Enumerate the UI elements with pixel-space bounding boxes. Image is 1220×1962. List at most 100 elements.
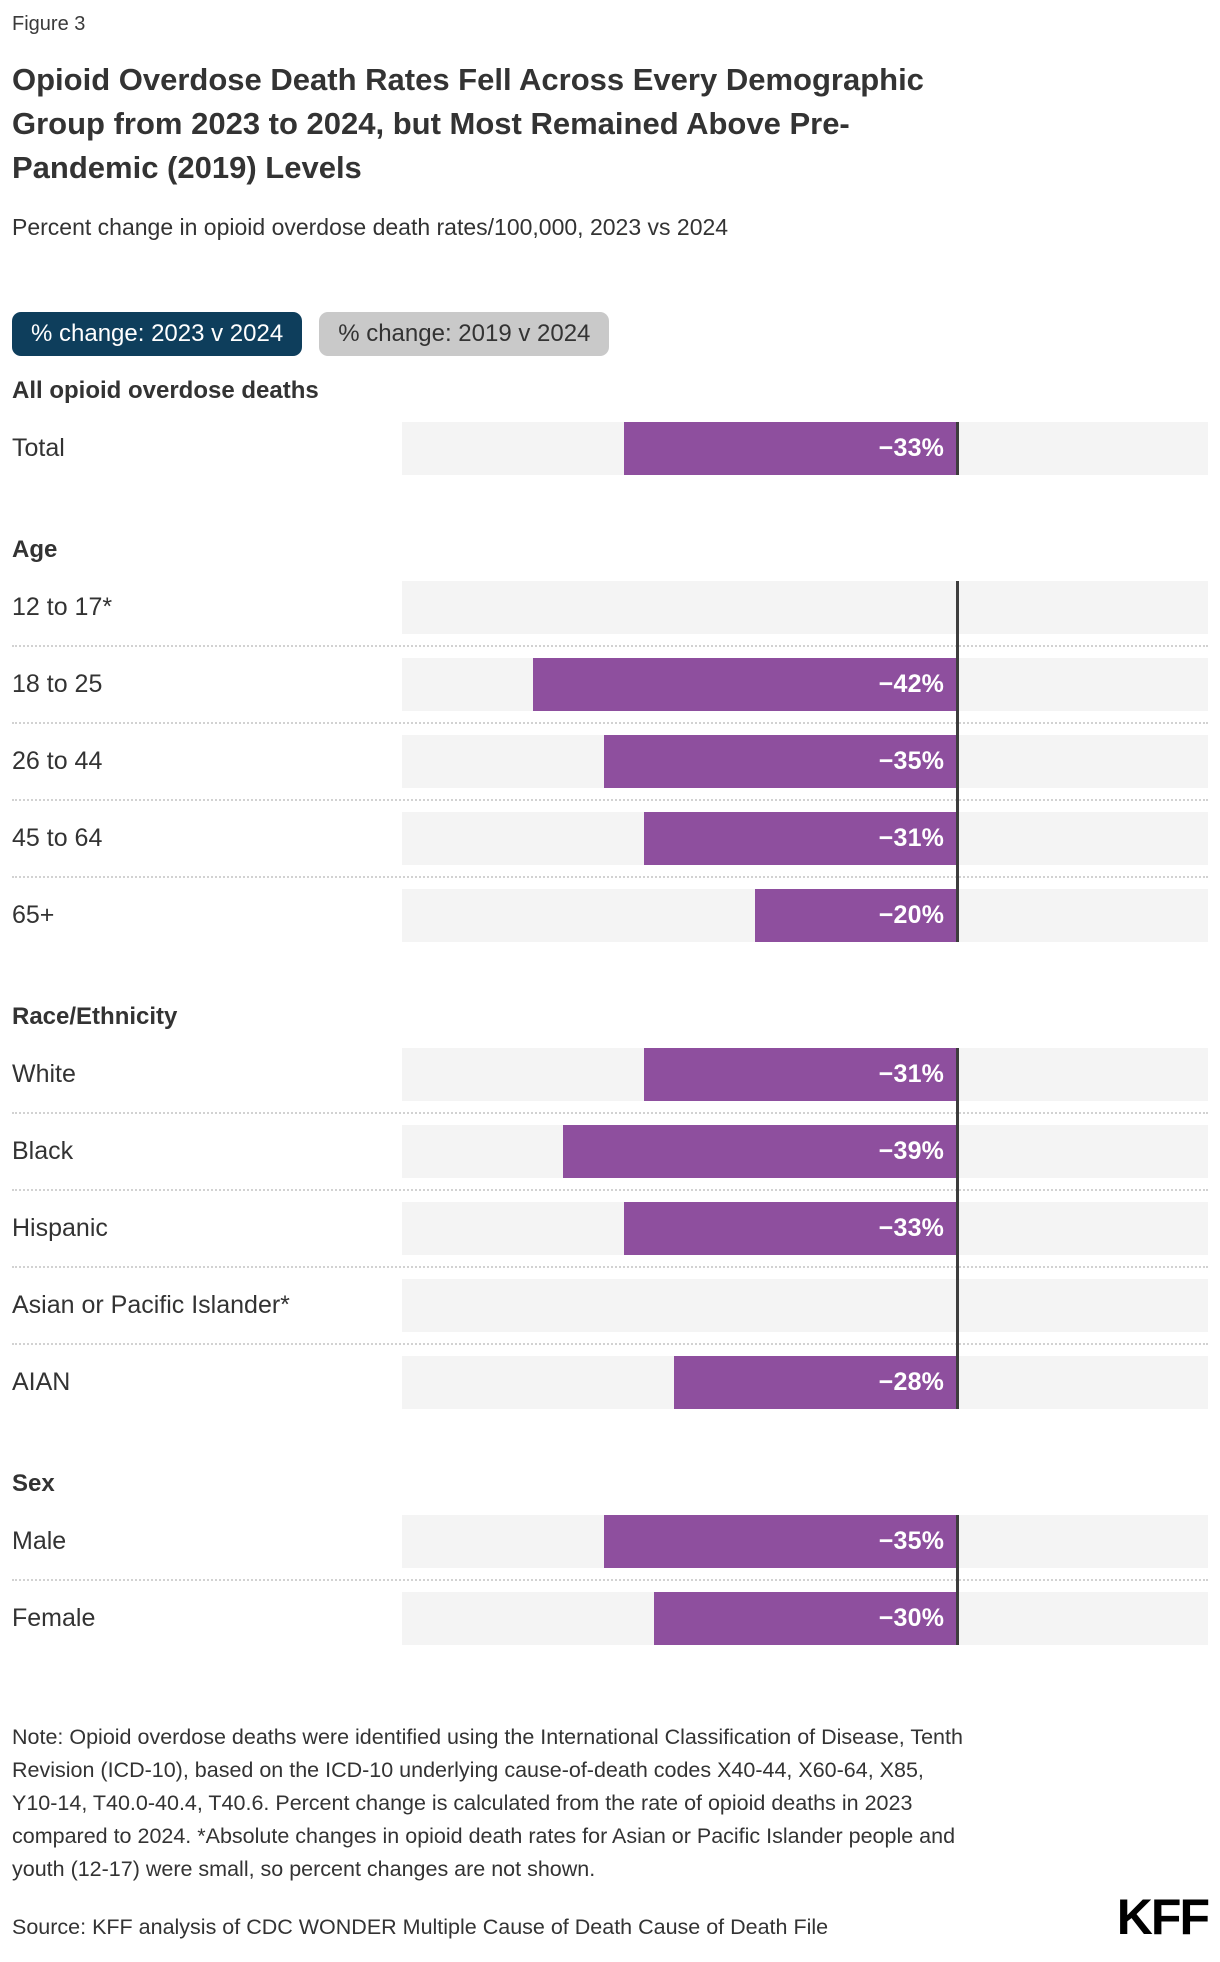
bar-value-label: −33% — [878, 434, 945, 462]
row-label: White — [12, 1060, 76, 1088]
row-separator — [12, 799, 1208, 801]
bar: −28% — [674, 1356, 957, 1409]
row-label: 12 to 17* — [12, 593, 113, 621]
note-text: Note: Opioid overdose deaths were identi… — [12, 1725, 963, 1881]
table-row: Black −39% — [12, 1125, 1208, 1178]
table-row: 65+ −20% — [12, 889, 1208, 942]
bar-track: −31% — [402, 1048, 1208, 1101]
bar-value-label: −28% — [878, 1368, 945, 1396]
bar-track: −30% — [402, 1592, 1208, 1645]
bar-track: −42% — [402, 658, 1208, 711]
row-separator — [12, 1189, 1208, 1191]
toggle-2019-v-2024[interactable]: % change: 2019 v 2024 — [319, 312, 610, 356]
table-row: 18 to 25 −42% — [12, 658, 1208, 711]
toggle-2023-v-2024[interactable]: % change: 2023 v 2024 — [12, 312, 303, 356]
row-separator — [12, 1343, 1208, 1345]
source-text: Source: KFF analysis of CDC WONDER Multi… — [12, 1915, 829, 1939]
bar-value-label: −31% — [878, 1060, 945, 1088]
row-separator — [12, 1579, 1208, 1581]
section-rows: Male −35% Female −30% — [12, 1515, 1208, 1645]
row-label: 18 to 25 — [12, 670, 103, 698]
bar-track: −33% — [402, 422, 1208, 475]
table-row: AIAN −28% — [12, 1356, 1208, 1409]
row-label: 45 to 64 — [12, 824, 103, 852]
bar: −31% — [643, 812, 957, 865]
bar-value-label: −33% — [878, 1214, 945, 1242]
bar: −31% — [643, 1048, 957, 1101]
table-row: 26 to 44 −35% — [12, 735, 1208, 788]
section-header: Sex — [12, 1470, 55, 1497]
chart-section: Race/Ethnicity White −31% Black −39% Hispanic… — [12, 1002, 1208, 1409]
section-rows: Total −33% — [12, 422, 1208, 475]
bar-value-label: −31% — [878, 824, 945, 852]
bar-value-label: −42% — [878, 670, 945, 698]
page-title: Opioid Overdose Death Rates Fell Across … — [12, 58, 1208, 190]
section-rows: 12 to 17* 18 to 25 −42% 26 to 44 −35% 45 to 6… — [12, 581, 1208, 942]
bar-value-label: −20% — [878, 901, 945, 929]
chart-section: Age 12 to 17* 18 to 25 −42% 26 to 44 −35% 45 t… — [12, 535, 1208, 942]
legend-toggle-group: % change: 2023 v 2024 % change: 2019 v 2… — [12, 312, 1208, 356]
chart-subtitle: Percent change in opioid overdose death … — [12, 214, 729, 240]
bar-track: −28% — [402, 1356, 1208, 1409]
zero-axis-line — [956, 1515, 960, 1645]
row-label: AIAN — [12, 1368, 71, 1396]
bar: −39% — [563, 1125, 957, 1178]
table-row: 12 to 17* — [12, 581, 1208, 634]
row-separator — [12, 876, 1208, 878]
row-separator — [12, 722, 1208, 724]
table-row: Hispanic −33% — [12, 1202, 1208, 1255]
table-row: Asian or Pacific Islander* — [12, 1279, 1208, 1332]
row-label: Black — [12, 1137, 74, 1165]
row-label: Male — [12, 1527, 67, 1555]
section-header: Age — [12, 536, 58, 563]
zero-axis-line — [956, 581, 960, 942]
figure-label: Figure 3 — [12, 13, 86, 35]
row-separator — [12, 1266, 1208, 1268]
bar-track: −20% — [402, 889, 1208, 942]
bar-track — [402, 1279, 1208, 1332]
section-header: All opioid overdose deaths — [12, 377, 319, 404]
page-title-line-3: Pandemic (2019) Levels — [12, 150, 362, 185]
table-row: Female −30% — [12, 1592, 1208, 1645]
table-row: 45 to 64 −31% — [12, 812, 1208, 865]
bar: −42% — [532, 658, 957, 711]
bar: −20% — [754, 889, 957, 942]
bar-value-label: −39% — [878, 1137, 945, 1165]
chart-section: Sex Male −35% Female −30% — [12, 1469, 1208, 1645]
bar-track: −33% — [402, 1202, 1208, 1255]
table-row: Total −33% — [12, 422, 1208, 475]
zero-axis-line — [956, 1048, 960, 1409]
row-label: Asian or Pacific Islander* — [12, 1291, 290, 1319]
bar: −35% — [603, 1515, 957, 1568]
section-rows: White −31% Black −39% Hispanic −33% Asian or P… — [12, 1048, 1208, 1409]
chart-section: All opioid overdose deaths Total −33% — [12, 376, 1208, 475]
chart-footer: Source: KFF analysis of CDC WONDER Multi… — [12, 1889, 1210, 1945]
row-label: Total — [12, 434, 65, 462]
bar-track: −35% — [402, 1515, 1208, 1568]
bar-track: −31% — [402, 812, 1208, 865]
table-row: Male −35% — [12, 1515, 1208, 1568]
page-title-line-1: Opioid Overdose Death Rates Fell Across … — [12, 62, 924, 97]
row-label: Female — [12, 1604, 96, 1632]
page-title-line-2: Group from 2023 to 2024, but Most Remain… — [12, 106, 850, 141]
kff-logo: KFF — [1116, 1889, 1210, 1945]
bar-chart: All opioid overdose deaths Total −33% Age 12… — [12, 376, 1208, 1645]
bar: −35% — [603, 735, 957, 788]
row-label: 65+ — [12, 901, 55, 929]
zero-axis-line — [956, 422, 960, 475]
bar-value-label: −30% — [878, 1604, 945, 1632]
bar-track: −35% — [402, 735, 1208, 788]
bar-value-label: −35% — [878, 747, 945, 775]
bar: −30% — [653, 1592, 957, 1645]
row-label: Hispanic — [12, 1214, 108, 1242]
bar-track: −39% — [402, 1125, 1208, 1178]
bar: −33% — [623, 422, 957, 475]
row-separator — [12, 1112, 1208, 1114]
bar-track — [402, 581, 1208, 634]
table-row: White −31% — [12, 1048, 1208, 1101]
bar-value-label: −35% — [878, 1527, 945, 1555]
section-header: Race/Ethnicity — [12, 1003, 178, 1030]
bar: −33% — [623, 1202, 957, 1255]
row-separator — [12, 645, 1208, 647]
row-label: 26 to 44 — [12, 747, 103, 775]
